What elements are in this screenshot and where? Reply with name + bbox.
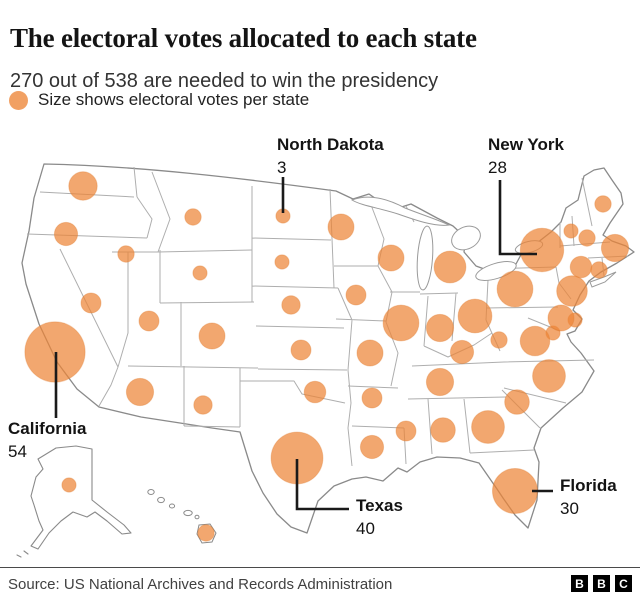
state-circle-oh: Ohio: 17 xyxy=(457,298,493,334)
leader-new-york xyxy=(498,180,537,256)
annotation-label: Florida xyxy=(560,476,617,495)
state-circle-wv: West Virginia: 4 xyxy=(490,331,508,349)
state-circle-co: Colorado: 10 xyxy=(198,322,226,350)
state-circle-nh: New Hampshire: 4 xyxy=(578,229,596,247)
state-circle-la: Louisiana: 8 xyxy=(359,434,385,460)
state-circle-in: Indiana: 11 xyxy=(425,313,455,343)
lake-superior xyxy=(350,196,451,226)
legend-label: Size shows electoral votes per state xyxy=(38,90,310,109)
state-circle-id: Idaho: 4 xyxy=(117,245,135,263)
bbc-logo: B B C xyxy=(571,575,632,592)
annotation-label: Texas xyxy=(356,496,403,515)
state-circle-mi: Michigan: 15 xyxy=(433,250,467,284)
page-title: The electoral votes allocated to each st… xyxy=(10,23,477,54)
state-circle-me: Maine: 4 xyxy=(594,195,612,213)
state-circle-mo: Missouri: 10 xyxy=(356,339,384,367)
legend: Size shows electoral votes per state xyxy=(9,90,309,110)
state-circle-tn: Tennessee: 11 xyxy=(425,367,455,397)
state-circle-ks: Kansas: 6 xyxy=(290,339,312,361)
annotation-new-york: New York 28 xyxy=(488,135,564,177)
bbc-logo-block: C xyxy=(615,575,632,592)
electoral-vote-circles: Alabama: 9 Alaska: 3 Arizona: 11 Arkansas: … xyxy=(24,171,630,542)
legend-size-dot-icon xyxy=(9,90,28,110)
annotation-value: 54 xyxy=(8,441,27,461)
state-circle-nj: New Jersey: 14 xyxy=(556,275,588,307)
alaska-outline xyxy=(16,445,132,558)
state-circle-wy: Wyoming: 3 xyxy=(192,265,208,281)
state-circle-ne: Nebraska: 5 xyxy=(281,295,301,315)
state-circle-nc: North Carolina: 16 xyxy=(532,359,566,393)
state-circle-mt: Montana: 4 xyxy=(184,208,202,226)
state-circle-mn: Minnesota: 10 xyxy=(327,213,355,241)
state-circle-wa: Washington: 12 xyxy=(68,171,98,201)
page-subtitle: 270 out of 538 are needed to win the pre… xyxy=(10,70,439,92)
bbc-logo-block: B xyxy=(593,575,610,592)
state-circle-vt: Vermont: 3 xyxy=(563,223,579,239)
state-circle-nv: Nevada: 6 xyxy=(80,292,102,314)
annotation-label: California xyxy=(8,419,87,438)
annotation-california: California 54 xyxy=(8,419,86,461)
state-circle-hi: Hawaii: 4 xyxy=(197,524,215,542)
annotation-label: North Dakota xyxy=(277,135,384,154)
state-circle-va: Virginia: 13 xyxy=(519,325,551,357)
state-circle-ny: New York: 28 xyxy=(519,227,565,273)
state-circle-ga: Georgia: 16 xyxy=(471,410,505,444)
annotation-label: New York xyxy=(488,135,564,154)
annotation-north-dakota: North Dakota 3 xyxy=(277,135,384,177)
state-circle-sc: South Carolina: 9 xyxy=(504,389,530,415)
state-circle-sd: South Dakota: 3 xyxy=(274,254,290,270)
state-circle-az: Arizona: 11 xyxy=(125,377,155,407)
annotation-value: 40 xyxy=(356,518,375,538)
state-circle-pa: Pennsylvania: 19 xyxy=(496,270,534,308)
annotation-value: 28 xyxy=(488,157,507,177)
state-circle-ma: Massachusetts: 11 xyxy=(600,233,630,263)
lake-huron xyxy=(451,225,481,251)
state-circle-nm: New Mexico: 5 xyxy=(193,395,213,415)
state-circle-ak: Alaska: 3 xyxy=(61,477,77,493)
state-circle-md: Maryland: 10 xyxy=(547,304,575,332)
footer-divider xyxy=(0,567,640,568)
state-circle-ri: Rhode Island: 4 xyxy=(590,261,608,279)
lake-michigan xyxy=(416,225,434,291)
state-circle-ok: Oklahoma: 7 xyxy=(303,380,327,404)
state-circle-wi: Wisconsin: 10 xyxy=(377,244,405,272)
state-circle-ar: Arkansas: 6 xyxy=(361,387,383,409)
annotation-value: 3 xyxy=(277,157,287,177)
source-credit: Source: US National Archives and Records… xyxy=(8,576,393,593)
annotation-value: 30 xyxy=(560,498,579,518)
lake-erie xyxy=(475,261,517,281)
state-circle-ut: Utah: 6 xyxy=(138,310,160,332)
state-circle-al: Alabama: 9 xyxy=(430,417,456,443)
annotation-leader-lines xyxy=(54,177,553,511)
annotation-florida: Florida 30 xyxy=(560,476,617,518)
long-island xyxy=(589,271,617,288)
state-circle-ky: Kentucky: 8 xyxy=(449,339,475,365)
state-circle-il: Illinois: 19 xyxy=(382,304,420,342)
leader-texas xyxy=(295,459,349,511)
annotation-texas: Texas 40 xyxy=(356,496,403,538)
state-circle-ct: Connecticut: 7 xyxy=(569,255,593,279)
state-circle-ia: Iowa: 6 xyxy=(345,284,367,306)
state-circle-fl: Florida: 30 xyxy=(492,468,538,514)
state-circle-or: Oregon: 8 xyxy=(53,221,79,247)
bbc-logo-block: B xyxy=(571,575,588,592)
state-circle-ms: Mississippi: 6 xyxy=(395,420,417,442)
